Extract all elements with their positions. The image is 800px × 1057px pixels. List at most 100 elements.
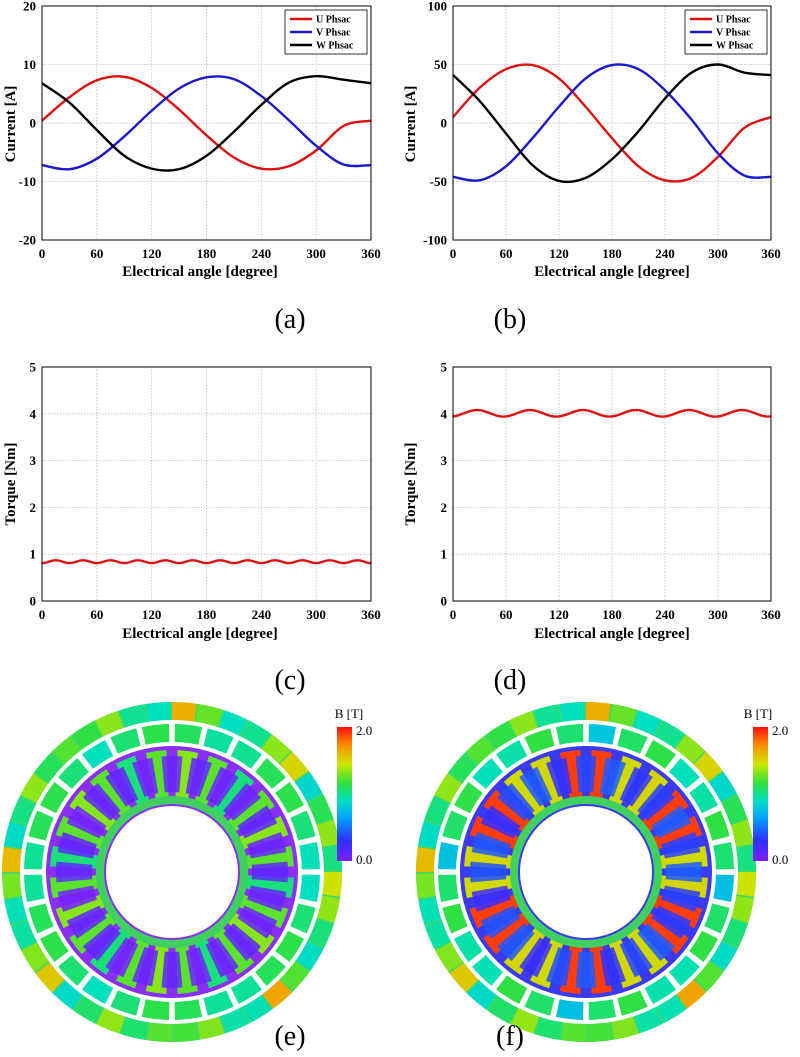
y-tick-label: 10 [23,57,36,72]
stator-slot [496,782,535,821]
outer-ring-segment [2,847,22,872]
outer-ring-segment [418,897,442,925]
stator-slot [651,905,692,939]
stator-slot [637,923,676,962]
y-axis-title: Torque [Nm] [3,443,19,526]
magnet-block [255,758,286,789]
outer-ring-segment [121,1017,149,1040]
x-tick-label: 120 [549,246,569,261]
magnet-block [704,810,730,841]
y-tick-label: -100 [423,233,447,248]
x-tick-label: 120 [142,607,162,622]
outer-ring-segment [72,721,102,750]
stator-slot [575,951,597,988]
stator-slot [237,805,278,839]
x-tick-label: 240 [655,246,675,261]
x-tick-label: 120 [549,607,569,622]
outer-ring-segment [317,895,340,923]
outer-ring-segment [656,994,686,1023]
x-tick-label: 360 [361,607,381,622]
x-tick-label: 60 [500,246,513,261]
magnet-block [524,728,555,754]
x-tick-label: 0 [450,607,457,622]
inner-yoke [510,796,662,948]
stator-slot [546,757,573,797]
stator-slot [661,832,701,859]
y-tick-label: 0 [30,116,37,131]
outer-ring-segment [424,796,450,826]
outer-ring-segment [308,918,334,948]
caption-b: (b) [494,304,527,335]
caption-e: (e) [274,1021,305,1052]
y-axis-title: Torque [Nm] [403,443,419,526]
stator-tooth [69,789,119,834]
shaft-hole [520,806,652,938]
plot-frame [41,366,372,602]
y-tick-label: -20 [19,233,36,248]
outer-ring-segment [20,773,49,803]
stator-tooth [225,789,275,834]
stator-slot [205,766,239,807]
x-axis-title: Electrical angle [degree] [534,626,690,642]
series-line-v-phsac [452,63,772,182]
stator-slot [66,805,107,839]
magnet-block [617,990,648,1016]
magnet-block [617,728,648,754]
outer-ring-segment [655,720,685,749]
magnet-block [689,930,719,962]
magnet-block [255,955,286,986]
outer-ring-segment [197,1016,225,1040]
outer-ring-segment [418,821,441,849]
outer-ring-segment [94,710,124,737]
stator-slot [496,923,535,962]
stator-slot [575,756,597,793]
current-chart-b: Current [A] Electrical angle [degree] (b… [403,0,781,335]
x-tick-label: 300 [708,607,728,622]
outer-ring-segment [53,980,83,1010]
outer-ring-segment [34,753,64,783]
magnet-block [39,930,69,962]
x-tick-label: 240 [655,607,675,622]
outer-ring-segment [609,704,637,727]
series-line-w-phsac [41,74,372,172]
plot-frame [41,5,372,241]
colorbar-e: B [T] 2.0 0.0 (e) [274,706,372,1052]
stator-tooth [607,935,643,989]
outer-ring-segment [448,753,478,783]
outer-ring-segment [21,942,50,972]
outer-ring-segment [434,773,463,803]
stator-slot [619,937,653,978]
magnet-block [669,758,700,789]
current-chart-a: Current [A] Electrical angle [degree] (a… [3,0,381,335]
magnet-block [524,990,555,1016]
x-tick-label: 0 [39,607,46,622]
magnet-block [203,728,234,754]
legend-entry: U Phsac [716,15,751,26]
plot-area: 0 60 120 180 240 300 360 100 50 0 -50 -100 U Phsac V … [423,0,781,261]
stator-slot [251,861,288,883]
stator-tooth [483,910,533,955]
outer-ring-segment [535,1017,563,1040]
y-tick-label: 1 [441,547,448,562]
stator-slot [637,782,676,821]
magnet-block [453,930,483,962]
magnet-block [472,758,503,789]
stator-tooth [624,925,669,975]
outer-ring-segment [195,704,223,727]
stator-tooth [89,769,134,819]
outer-ring-segment [611,1016,639,1040]
stator-tooth [89,925,134,975]
stator-slot [665,861,702,883]
x-tick-label: 240 [252,607,272,622]
x-tick-label: 180 [197,607,217,622]
outer-ring-segment [51,735,82,765]
colorbar-scale [753,727,768,861]
outer-ring-segment [709,941,738,971]
y-tick-label: 4 [441,406,448,421]
plot-area: 0 60 120 180 240 300 360 5 4 3 2 1 0 [30,360,381,623]
stator-slot [82,782,121,821]
magnet-block [555,999,584,1020]
magnet-block [28,810,54,841]
magnet-block [203,990,234,1016]
